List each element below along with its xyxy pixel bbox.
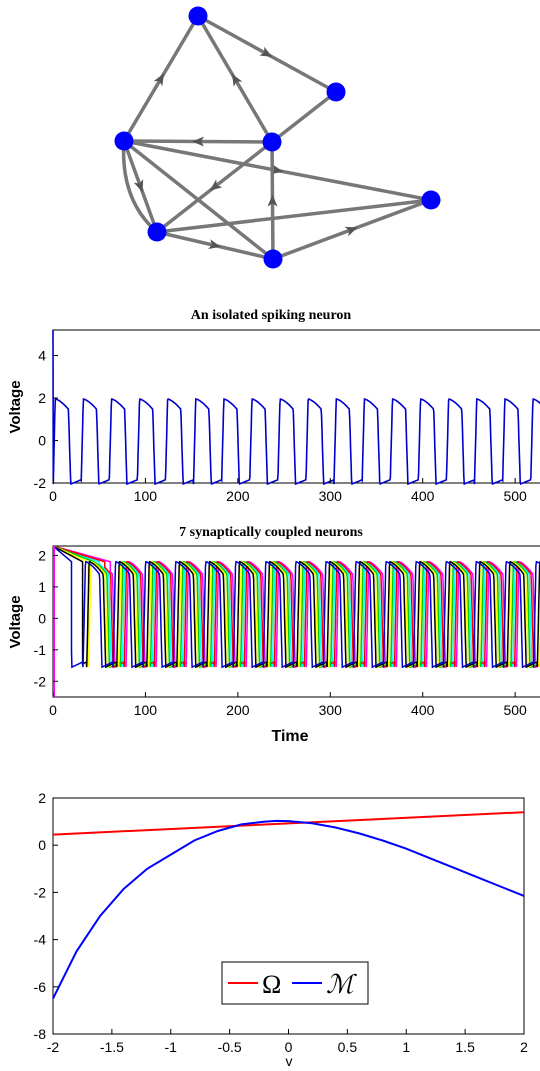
x-tick-label: 300	[319, 488, 343, 504]
y-tick-label: 1	[38, 579, 46, 595]
x-tick-label: 0	[49, 488, 57, 504]
y-tick-label: -2	[34, 475, 47, 491]
x-axis-label: Time	[271, 728, 308, 745]
x-tick-label: 0	[285, 1039, 293, 1055]
x-ticks: 0100200300400500600700	[49, 692, 527, 718]
y-tick-label: 2	[38, 547, 46, 563]
chart-title: 7 synaptically coupled neurons	[179, 525, 363, 540]
series-lines	[52, 329, 540, 486]
series-line	[53, 546, 540, 669]
network-edge	[121, 140, 159, 234]
edge-arrow-icon	[344, 226, 358, 237]
x-tick-label: 500	[503, 488, 527, 504]
series-lines	[52, 811, 525, 1000]
legend-label-omega: Ω	[262, 970, 281, 999]
y-axis-label: Voltage	[7, 380, 24, 433]
y-tick-label: 0	[38, 610, 46, 626]
network-node	[326, 82, 346, 102]
y-tick-label: -6	[34, 979, 47, 995]
x-tick-label: 0	[49, 702, 57, 718]
network-edge	[122, 139, 275, 261]
network-edges	[121, 14, 432, 261]
x-tick-label: 100	[134, 488, 158, 504]
y-ticks: -2 0 2 4	[34, 348, 58, 491]
y-tick-label: -4	[34, 932, 47, 948]
y-tick-label: 2	[38, 390, 46, 406]
series-line	[53, 546, 540, 669]
network-node	[421, 190, 441, 210]
legend-label-m: ℳ	[326, 970, 357, 999]
x-tick-label: 0.5	[338, 1039, 358, 1055]
series-line	[52, 329, 540, 486]
series-line	[52, 811, 525, 836]
network-node	[147, 222, 167, 242]
x-tick-label: 1.5	[455, 1039, 475, 1055]
y-tick-label: 0	[38, 433, 46, 449]
edge-arrow-icon	[231, 73, 243, 87]
x-tick-label: -1	[165, 1039, 178, 1055]
series-lines	[53, 546, 540, 697]
x-axis-label: v	[286, 1053, 293, 1069]
edge-arrow-icon	[153, 73, 165, 87]
network-node	[263, 249, 283, 269]
isolated-neuron-chart: An isolated spiking neuron 0 100 200 300 400…	[7, 308, 540, 504]
series-line	[53, 546, 540, 669]
y-tick-label: -1	[34, 642, 47, 658]
edge-arrow-icon	[209, 179, 223, 191]
coupled-neurons-chart: 7 synaptically coupled neurons 0 100 200 30…	[7, 525, 540, 745]
network-node	[262, 132, 282, 152]
network-nodes	[114, 6, 441, 269]
edge-arrow-icon	[192, 136, 205, 147]
x-tick-label: 200	[226, 488, 250, 504]
y-axis-label: Voltage	[7, 595, 24, 648]
series-line	[53, 546, 540, 669]
network-node	[114, 131, 134, 151]
x-tick-label: -2	[47, 1039, 60, 1055]
chart-title: An isolated spiking neuron	[191, 308, 352, 323]
y-tick-label: 2	[38, 790, 46, 806]
x-tick-label: -0.5	[218, 1039, 242, 1055]
x-tick-label: 200	[226, 702, 250, 718]
series-line	[53, 546, 540, 669]
y-tick-label: 0	[38, 837, 46, 853]
x-tick-label: 400	[411, 702, 435, 718]
x-tick-label: 400	[411, 488, 435, 504]
network-diagram	[114, 6, 441, 269]
series-group	[53, 546, 540, 697]
y-tick-label: -8	[34, 1026, 47, 1042]
nullcline-chart: -2 -1.5 -1 -0.5 0 0.5 1 1.5 2 -8 -6 -4 -2 0 2 v Ω ℳ	[34, 790, 529, 1069]
series-line	[52, 819, 525, 1000]
edge-arrow-icon	[259, 46, 273, 57]
x-tick-label: -1.5	[100, 1039, 124, 1055]
network-edge	[270, 90, 338, 144]
x-tick-label: 100	[134, 702, 158, 718]
legend: Ω ℳ	[221, 961, 369, 1005]
y-tick-label: -2	[34, 884, 47, 900]
x-tick-label: 1	[402, 1039, 410, 1055]
y-tick-label: 4	[38, 348, 46, 364]
edge-arrow-icon	[267, 194, 278, 207]
series-line	[53, 546, 540, 669]
y-ticks: -2 -1 0 1 2	[34, 547, 58, 689]
edge-arrow-icon	[133, 179, 144, 193]
x-tick-label: 300	[319, 702, 343, 718]
edge-arrow-icon	[208, 239, 221, 250]
network-edge	[156, 198, 432, 234]
x-ticks: 0100200300400500600700	[49, 478, 527, 504]
y-tick-label: -2	[34, 673, 47, 689]
y-ticks: -8 -6 -4 -2 0 2	[34, 790, 58, 1042]
x-ticks: -2 -1.5 -1 -0.5 0 0.5 1 1.5 2	[47, 1029, 528, 1055]
x-tick-label: 500	[503, 702, 527, 718]
x-tick-label: 2	[520, 1039, 528, 1055]
network-node	[188, 6, 208, 26]
